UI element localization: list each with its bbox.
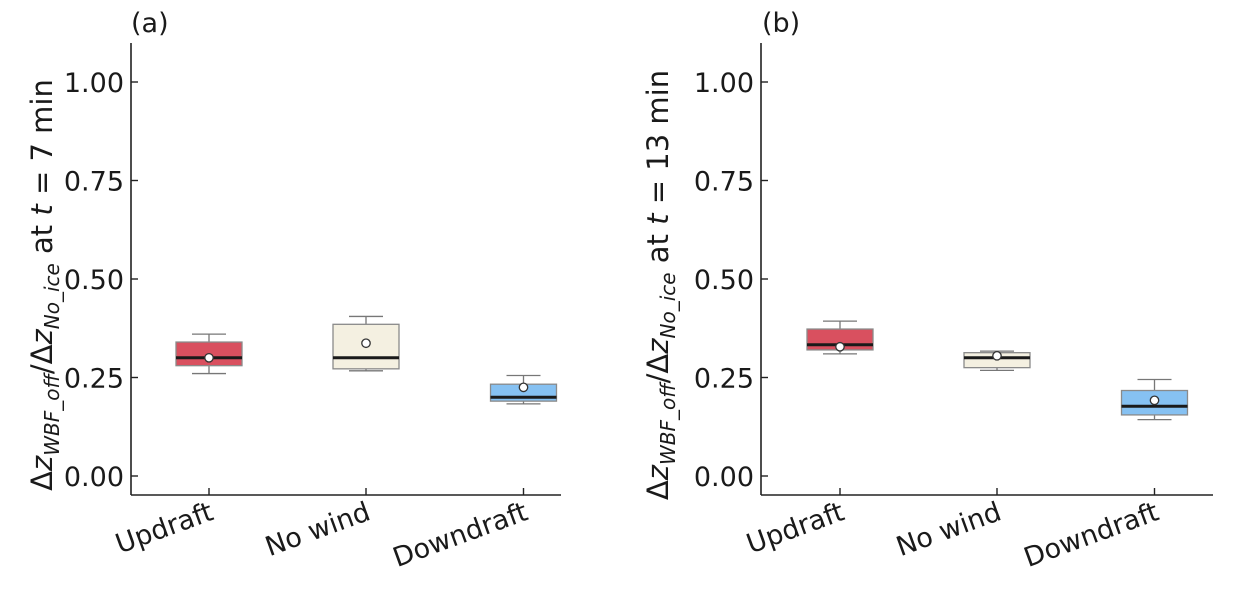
y-axis-label-part: Δ: [25, 471, 59, 491]
mean-marker: [361, 338, 371, 349]
box-updraft: [806, 320, 874, 355]
y-axis-label-part: z: [25, 328, 59, 345]
y-tick-label: 0.00: [64, 462, 124, 493]
y-axis-label-part: Δ: [25, 344, 59, 364]
x-tick-label: Updraft: [743, 496, 849, 560]
mean-marker: [1149, 395, 1160, 406]
x-tick-label: Downdraft: [1020, 496, 1163, 573]
y-tick-label: 0.50: [694, 265, 754, 296]
y-tick-label: 0.75: [64, 167, 124, 198]
y-tick-label: 0.25: [64, 364, 124, 395]
y-axis-label-part: t: [25, 203, 59, 216]
y-tick-label: 0.50: [64, 265, 124, 296]
y-axis-label-part: at: [25, 216, 59, 264]
y-axis-label-part: No_ice: [656, 272, 680, 338]
mean-marker: [992, 350, 1002, 361]
y-axis-label-part: z: [25, 455, 59, 472]
y-tick-label: 1.00: [694, 68, 754, 99]
y-tick-label: 1.00: [64, 68, 124, 99]
mean-marker: [518, 382, 529, 393]
x-tick-label: No wind: [261, 496, 374, 562]
y-axis-label-part: = 7 min: [25, 79, 59, 204]
x-tick-label: Downdraft: [389, 496, 532, 573]
y-axis-label: ΔzWBF_off/ΔzNo_ice at t = 13 min: [641, 70, 680, 500]
y-axis-label-part: /: [25, 364, 59, 374]
y-axis-label-part: = 13 min: [641, 70, 675, 214]
y-tick-label: 0.00: [694, 462, 754, 493]
y-tick-label: 0.75: [694, 167, 754, 198]
y-axis-label-part: z: [641, 338, 675, 355]
y-axis-label-part: WBF_off: [40, 372, 64, 456]
mean-marker: [204, 352, 214, 363]
y-axis-label-part: /: [641, 373, 675, 383]
y-axis-label: ΔzWBF_off/ΔzNo_ice at t = 7 min: [25, 79, 64, 491]
y-axis-label-part: Δ: [641, 354, 675, 374]
box-no-wind: [963, 350, 1031, 372]
panel-label: (a): [131, 8, 169, 39]
panel-b: (b) 0.00 0.25 0.50 0.75 1.00 Updraft No wind Dow…: [641, 8, 1213, 574]
box-downdraft: [1120, 378, 1189, 421]
x-tick-label: No wind: [892, 496, 1005, 562]
mean-marker: [835, 341, 845, 352]
y-axis-label-part: Δ: [641, 480, 675, 500]
panel-label: (b): [762, 8, 800, 39]
y-axis-label-part: z: [641, 464, 675, 481]
y-tick-label: 0.25: [694, 364, 754, 395]
y-axis-label-part: t: [641, 212, 675, 225]
box-no-wind: [332, 315, 400, 372]
box-updraft: [175, 333, 243, 375]
y-axis-label-part: at: [641, 225, 675, 273]
panel-a: (a) 0.00 0.25 0.50 0.75 1.00 Updraft No wind Dow…: [25, 8, 561, 574]
x-tick-label: Updraft: [112, 496, 218, 560]
y-axis-label-part: WBF_off: [656, 381, 680, 465]
box-downdraft: [489, 374, 558, 405]
y-axis-label-part: No_ice: [40, 263, 64, 329]
